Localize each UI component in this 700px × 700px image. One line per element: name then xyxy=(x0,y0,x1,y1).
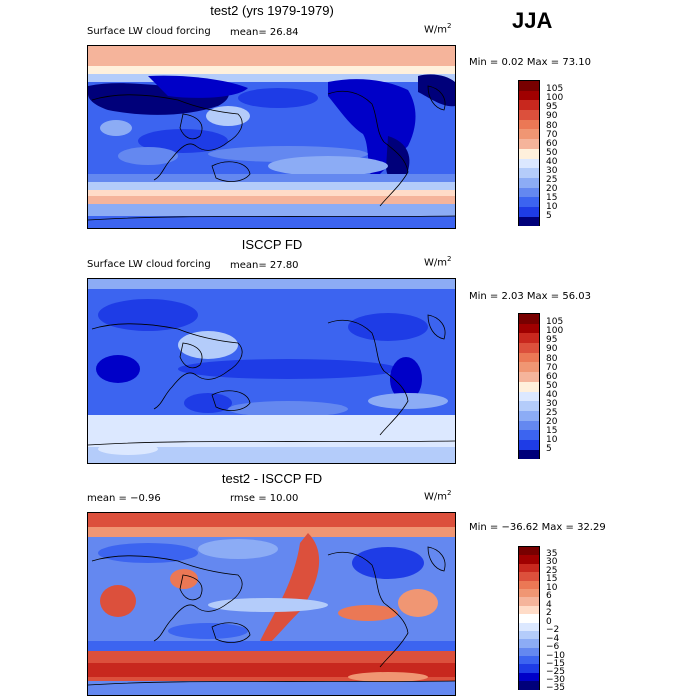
cb3-tick: −6 xyxy=(546,642,560,652)
panel1-variable: Surface LW cloud forcing xyxy=(87,26,211,37)
panel3-title: test2 - ISCCP FD xyxy=(221,471,323,486)
panel3-map-field xyxy=(88,513,455,695)
panel2-colorbar xyxy=(518,313,540,460)
cb3-tick: 25 xyxy=(546,566,558,576)
panel3-mean: mean = −0.96 xyxy=(87,493,161,504)
cb3-tick: 35 xyxy=(546,549,558,559)
cb1-tick: 25 xyxy=(546,175,558,185)
cb1-tick: 5 xyxy=(546,211,552,221)
cb1-tick: 95 xyxy=(546,102,558,112)
cb3-tick: −25 xyxy=(546,667,565,677)
cb1-tick: 15 xyxy=(546,193,558,203)
cb3-tick: 4 xyxy=(546,600,552,610)
panel2-variable: Surface LW cloud forcing xyxy=(87,259,211,270)
panel2-map xyxy=(87,278,456,464)
cb2-tick: 15 xyxy=(546,426,558,436)
panel1-units-text: W/m xyxy=(424,24,447,36)
cb2-tick: 40 xyxy=(546,390,558,400)
panel2-units: W/m2 xyxy=(424,255,451,268)
cb2-tick: 80 xyxy=(546,354,558,364)
panel1-colorbar xyxy=(518,80,540,227)
panel3-colorbar xyxy=(518,546,540,690)
panel3-units-text: W/m xyxy=(424,491,447,503)
cb1-tick: 100 xyxy=(546,93,564,103)
cb3-tick: −15 xyxy=(546,659,565,669)
season-label: JJA xyxy=(512,8,553,33)
cb3-tick: −35 xyxy=(546,683,565,693)
panel2-units-sup: 2 xyxy=(447,255,452,263)
cb1-tick: 105 xyxy=(546,84,564,94)
panel2-units-text: W/m xyxy=(424,257,447,269)
cb1-tick: 30 xyxy=(546,166,558,176)
cb2-tick: 100 xyxy=(546,326,564,336)
cb3-tick: 30 xyxy=(546,557,558,567)
cb2-tick: 70 xyxy=(546,363,558,373)
cb2-tick: 105 xyxy=(546,317,564,327)
panel1-units: W/m2 xyxy=(424,22,451,35)
cb2-tick: 30 xyxy=(546,399,558,409)
panel3-units-sup: 2 xyxy=(447,489,452,497)
panel1-title: test2 (yrs 1979-1979) xyxy=(210,3,334,18)
cb3-tick: −30 xyxy=(546,675,565,685)
panel1-minmax: Min = 0.02 Max = 73.10 xyxy=(469,57,591,68)
panel3-map xyxy=(87,512,456,696)
panel2-mean: mean= 27.80 xyxy=(230,260,299,271)
cb1-tick: 10 xyxy=(546,202,558,212)
cb3-tick: 2 xyxy=(546,608,552,618)
panel1-mean: mean= 26.84 xyxy=(230,27,299,38)
cb1-tick: 60 xyxy=(546,139,558,149)
cb2-tick: 50 xyxy=(546,381,558,391)
cb3-tick: 15 xyxy=(546,574,558,584)
panel2-title: ISCCP FD xyxy=(241,237,303,252)
cb3-tick: −10 xyxy=(546,651,565,661)
cb2-tick: 95 xyxy=(546,335,558,345)
cb2-tick: 60 xyxy=(546,372,558,382)
panel1-units-sup: 2 xyxy=(447,22,452,30)
panel1-map xyxy=(87,45,456,229)
cb3-tick: −2 xyxy=(546,625,560,635)
cb1-tick: 90 xyxy=(546,111,558,121)
cb1-tick: 50 xyxy=(546,148,558,158)
cb1-tick: 20 xyxy=(546,184,558,194)
panel3-rmse: rmse = 10.00 xyxy=(230,493,299,504)
cb1-tick: 80 xyxy=(546,121,558,131)
cb3-tick: −4 xyxy=(546,634,560,644)
panel3-units: W/m2 xyxy=(424,489,451,502)
panel2-minmax: Min = 2.03 Max = 56.03 xyxy=(469,291,591,302)
cb3-tick: 10 xyxy=(546,583,558,593)
cb2-tick: 5 xyxy=(546,444,552,454)
panel3-minmax: Min = −36.62 Max = 32.29 xyxy=(469,522,606,533)
cb2-tick: 20 xyxy=(546,417,558,427)
cb1-tick: 40 xyxy=(546,157,558,167)
cb2-tick: 10 xyxy=(546,435,558,445)
cb3-tick: 0 xyxy=(546,617,552,627)
panel2-map-field xyxy=(88,279,455,463)
cb2-tick: 90 xyxy=(546,344,558,354)
cb3-tick: 6 xyxy=(546,591,552,601)
cb2-tick: 25 xyxy=(546,408,558,418)
panel1-map-field xyxy=(88,46,455,228)
cb1-tick: 70 xyxy=(546,130,558,140)
